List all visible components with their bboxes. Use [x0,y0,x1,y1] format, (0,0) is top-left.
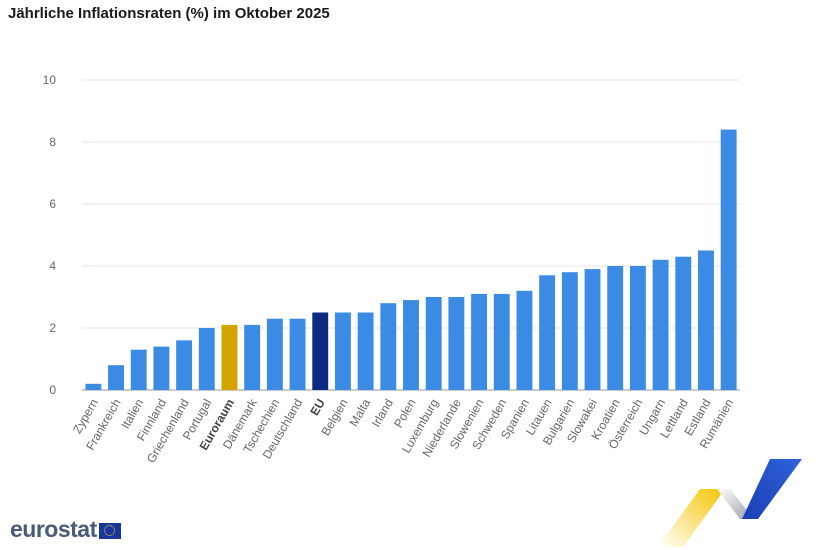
bar-belgien [334,312,351,390]
y-tick-label: 10 [43,73,57,87]
bar-luxemburg [425,297,442,390]
bar-deutschland [289,318,306,390]
y-tick-label: 4 [49,259,56,273]
y-tick-label: 0 [49,383,56,397]
bar-portugal [198,328,215,390]
x-tick-label: Malta [346,396,373,429]
bar-malta [357,312,374,390]
bar-tschechien [266,318,283,390]
bar-eu [312,312,329,390]
y-tick-label: 8 [49,135,56,149]
eurostat-logo: eurostat [10,516,121,543]
bar-bulgarien [561,272,578,390]
x-axis-ticks: ZypernFrankreichItalienFinnlandGriechenl… [70,396,736,466]
bar-slowakei [584,269,601,390]
bar-estland [698,250,714,390]
bar-lettland [675,256,692,390]
bar-spanien [516,290,533,390]
bar-euroraum [221,324,238,390]
y-tick-label: 2 [49,321,56,335]
bar-litauen [539,275,556,390]
bar-finnland [153,346,170,390]
eu-flag-icon [98,522,121,539]
y-axis-ticks: 0 2 4 6 8 10 [43,73,57,397]
bars [85,129,737,390]
bar-polen [403,300,419,390]
brand-ribbon-graphic [658,459,802,547]
bar-österreich [629,266,646,390]
bar-griechenland [176,340,193,390]
chart-title: Jährliche Inflationsraten (%) im Oktober… [8,5,330,22]
x-tick-label: EU [307,397,327,418]
bar-rumänien [720,129,737,390]
bar-frankreich [108,365,124,390]
bar-kroatien [607,266,624,390]
bar-niederlande [448,297,465,390]
bar-schweden [493,293,510,390]
bar-ungarn [652,259,669,390]
bar-dänemark [244,324,261,390]
bar-irland [380,303,397,390]
bar-italien [130,349,147,390]
bar-zypern [85,383,102,390]
logo-text: eurostat [10,516,97,542]
bar-slowenien [471,293,488,390]
y-tick-label: 6 [49,197,56,211]
